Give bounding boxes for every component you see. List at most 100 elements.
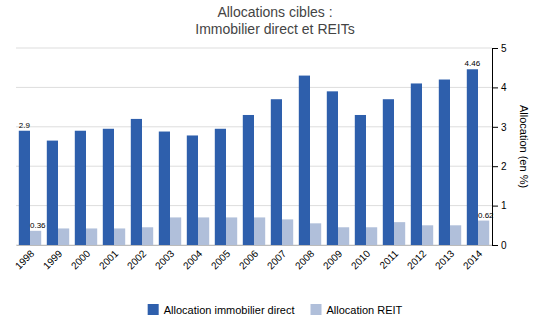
bar	[243, 115, 254, 245]
bar	[187, 135, 198, 245]
legend-item: Allocation REIT	[311, 304, 403, 316]
x-tick: 2001	[97, 248, 121, 272]
bar	[58, 228, 69, 245]
bar-series	[19, 69, 478, 245]
y-tick-mark	[492, 127, 498, 128]
x-tick-label: 2005	[209, 248, 233, 272]
x-tick: 2005	[209, 248, 233, 272]
bar	[86, 228, 97, 245]
bar	[299, 76, 310, 245]
bar	[422, 225, 433, 245]
x-axis: 1998199920002001200220032004200520062007…	[13, 246, 493, 272]
y-tick-mark	[492, 166, 498, 167]
x-tick: 2011	[377, 248, 400, 271]
y-tick-mark	[492, 48, 498, 49]
bar	[450, 225, 461, 245]
data-label: 0.36	[30, 221, 46, 230]
x-tick: 2010	[349, 248, 373, 272]
legend-item: Allocation immobilier direct	[148, 304, 295, 316]
x-tick: 2007	[265, 248, 289, 272]
title-line: Immobilier direct et REITs	[195, 21, 354, 37]
bar	[198, 217, 209, 245]
bar	[383, 99, 394, 245]
bar	[355, 115, 366, 245]
x-tick-label: 2013	[433, 248, 457, 272]
x-tick: 2006	[237, 248, 261, 272]
x-tick-label: 2010	[349, 248, 373, 272]
x-tick: 2012	[405, 248, 429, 272]
y-axis: 0 1 2 3 4 5	[492, 43, 507, 251]
bar	[254, 217, 265, 245]
y-tick-label: 1	[501, 200, 507, 211]
data-labels: 2.9 4.46 0.36 0.62	[19, 59, 494, 230]
bar	[75, 131, 86, 245]
x-tick-label: 2012	[405, 248, 429, 272]
x-tick-label: 2007	[265, 248, 289, 272]
legend-label: Allocation immobilier direct	[164, 304, 295, 316]
x-tick-label: 2011	[377, 248, 400, 271]
bar	[327, 91, 338, 245]
legend: Allocation immobilier direct Allocation R…	[148, 304, 403, 316]
y-tick: 4	[492, 82, 507, 93]
x-tick-label: 2014	[461, 248, 485, 272]
y-tick: 3	[492, 122, 507, 133]
x-tick-label: 2002	[125, 248, 149, 272]
bar	[114, 228, 125, 245]
y-tick: 5	[492, 43, 507, 54]
x-tick-label: 1999	[41, 248, 65, 272]
x-tick-label: 2009	[321, 248, 345, 272]
y-tick: 2	[492, 161, 507, 172]
bar	[19, 131, 30, 245]
x-tick: 2000	[69, 248, 93, 272]
y-tick-label: 5	[501, 43, 507, 54]
x-tick: 2002	[125, 248, 149, 272]
bar	[394, 222, 405, 245]
bar	[467, 69, 478, 245]
bar	[47, 141, 58, 245]
bar	[411, 83, 422, 245]
bar	[142, 227, 153, 245]
x-tick: 2009	[321, 248, 345, 272]
x-tick-label: 2003	[153, 248, 177, 272]
x-tick: 2008	[293, 248, 317, 272]
bars	[19, 69, 489, 245]
bar	[30, 231, 41, 245]
y-tick-label: 4	[501, 82, 507, 93]
bar	[338, 227, 349, 245]
y-tick: 0	[492, 240, 507, 251]
y-tick-label: 0	[501, 240, 507, 251]
grid	[16, 48, 492, 245]
y-tick-mark	[492, 245, 498, 246]
bar	[215, 129, 226, 245]
x-tick-label: 2006	[237, 248, 261, 272]
plot: 1998199920002001200220032004200520062007…	[13, 43, 530, 272]
x-tick-label: 1998	[13, 248, 37, 272]
data-label: 4.46	[465, 59, 481, 68]
bar	[310, 223, 321, 245]
x-tick-label: 2001	[97, 248, 121, 272]
x-tick: 2013	[433, 248, 457, 272]
bar	[103, 129, 114, 245]
bar	[271, 99, 282, 245]
bar	[226, 217, 237, 245]
x-tick: 1998	[13, 248, 37, 272]
bar	[131, 119, 142, 245]
x-tick: 2004	[181, 248, 205, 272]
y-axis-title: Allocation (en %)	[518, 105, 530, 188]
legend-swatch	[148, 304, 159, 315]
x-tick: 2014	[461, 248, 485, 272]
y-tick-mark	[492, 87, 498, 88]
x-tick-label: 2000	[69, 248, 93, 272]
data-label: 0.62	[478, 211, 494, 220]
bar	[282, 219, 293, 245]
title-line: Allocations cibles :	[217, 4, 332, 20]
legend-label: Allocation REIT	[327, 304, 403, 316]
y-tick-label: 2	[501, 161, 507, 172]
x-tick: 2003	[153, 248, 177, 272]
bar	[366, 227, 377, 245]
x-tick-label: 2004	[181, 248, 205, 272]
bar	[478, 221, 489, 245]
bar	[159, 132, 170, 245]
grid-line	[16, 48, 492, 49]
data-label: 2.9	[19, 121, 31, 130]
